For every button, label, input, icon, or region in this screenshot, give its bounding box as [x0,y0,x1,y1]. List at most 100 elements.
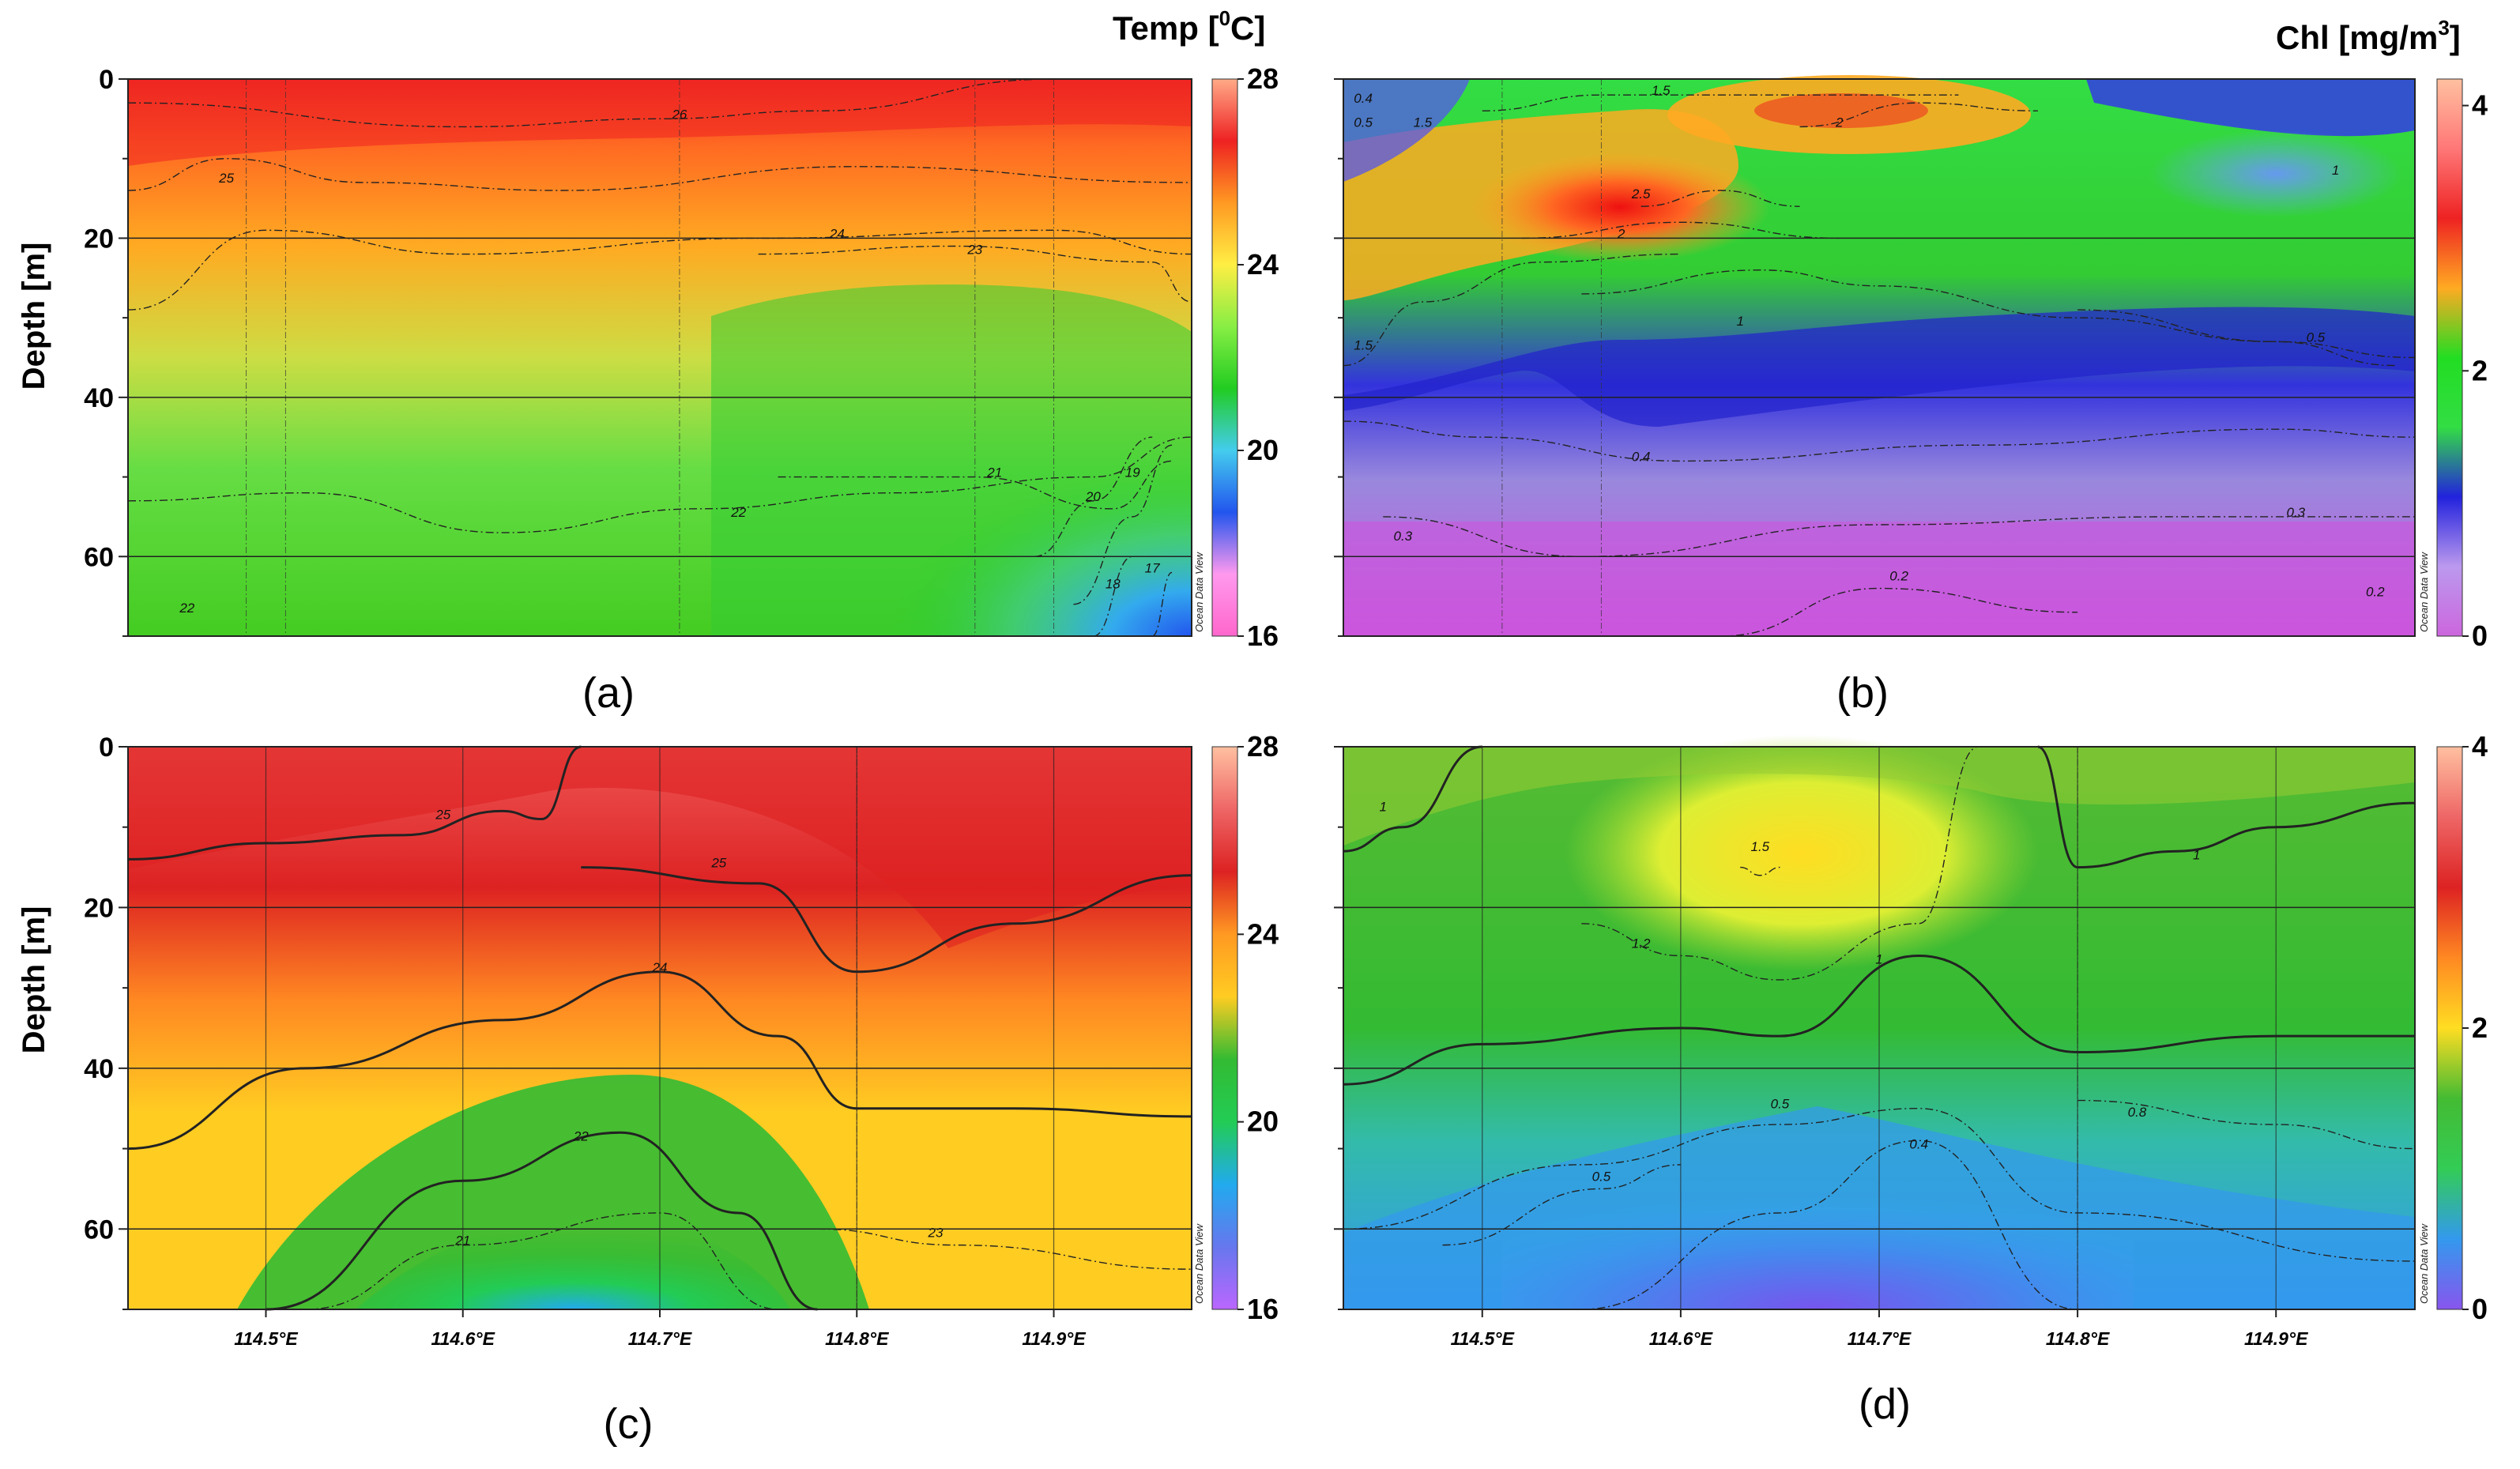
contour-label: 18 [1106,577,1121,592]
panel-a-watermark: Ocean Data View [1193,551,1205,632]
x-tick-label: 114.9°E [1022,1328,1086,1349]
contour-line [2077,1099,2416,1150]
x-tick-label: 114.6°E [431,1328,495,1349]
panel-c-colorbar: 16 20 24 28 [1211,730,1279,1325]
y-tick-label: 0 [99,65,114,95]
contour-label: 0.4 [1354,91,1373,106]
panel-a-colorbar-title: Temp [0C] [1113,6,1265,47]
contour-line [1343,954,2415,1086]
panel-b-violet-corner [1343,79,1470,182]
contour-line [127,436,1192,533]
contour-line [817,1228,1192,1270]
contour-label: 22 [730,505,746,520]
x-tick-label: 114.8°E [2046,1328,2110,1349]
panel-b-blue-region [2086,79,2415,137]
colorbar-tick-label: 0 [2472,620,2488,652]
contour-label: 1.5 [1414,115,1433,130]
panel-b-light-region [2149,130,2402,217]
contour-label: 23 [928,1225,944,1240]
contour-label: 22 [179,601,194,616]
panel-c-colorbar-bar [1211,746,1238,1310]
panel-c-label: (c) [604,1400,654,1448]
contour-label: 1.5 [1751,839,1770,854]
panel-c-blue-core [356,1212,790,1309]
panel-a-colorbar-ticks: 16 20 24 28 [1237,62,1279,652]
x-tick-label: 114.8°E [825,1328,889,1349]
panel-a-warm-region [128,79,1192,166]
contour-line [1740,866,1780,876]
y-tick-label: 40 [84,383,114,413]
contour-label: 2 [1835,115,1844,130]
panel-b-hot-spot [1470,152,1770,262]
contour-label: 0.3 [1394,529,1413,544]
contour-line [1093,556,1133,637]
x-tick-label: 114.5°E [234,1328,298,1349]
contour-line [1343,420,2416,462]
x-tick-label: 114.9°E [2244,1328,2308,1349]
contour-label: 2.5 [1631,186,1651,202]
panel-c-colorbar-ticks: 16 20 24 28 [1237,730,1279,1325]
colorbar-tick-label: 24 [1247,248,1279,281]
x-tick-label: 114.5°E [1451,1328,1515,1349]
contour-label: 20 [1085,489,1101,504]
panel-d-label: (d) [1859,1380,1911,1428]
contour-line [127,158,1192,191]
contour-label: 25 [435,808,450,823]
panel-d-colorbar: 0 2 4 [2436,730,2488,1325]
y-tick-label: 0 [99,733,114,763]
panel-d-xticks: 114.5°E 114.6°E 114.7°E 114.8°E 114.9°E [1451,1309,2308,1349]
panel-b-grid [1343,79,2415,636]
panel-c-yticks: 0 20 40 60 [84,733,128,1310]
panel-a-colorbar-bar [1211,78,1238,637]
contour-label: 17 [1145,560,1160,575]
colorbar-tick-label: 24 [1247,917,1279,950]
panel-a-ylabel: Depth [m] [17,243,51,390]
panel-d-yellow-band [1343,747,2415,846]
panel-c-grid [128,747,1192,1309]
x-tick-label: 114.7°E [628,1328,692,1349]
y-tick-label: 60 [84,542,114,572]
panel-b-frame [1343,78,2416,637]
y-tick-label: 40 [84,1054,114,1084]
contour-label: 1.5 [1354,337,1373,352]
panel-d: 111.51.210.50.80.40.5 Ocean Data View 11… [1334,730,2488,1428]
contour-label: 19 [1125,465,1140,480]
contour-line [1482,94,1959,111]
contour-line [1581,1139,2078,1310]
panel-a-cold-region [790,411,1192,636]
contour-label: 1 [2193,847,2200,862]
contour-label: 1.2 [1632,936,1651,951]
panel-b-colorbar-ticks: 0 2 4 [2462,89,2488,652]
colorbar-tick-label: 20 [1247,1106,1279,1138]
contour-label: 0.5 [1354,115,1373,130]
panel-b-red-top [1754,93,1928,128]
colorbar-tick-label: 2 [2472,1011,2488,1044]
panel-c-y-axis: Depth [m] 0 20 40 60 [17,733,128,1310]
panel-a-label: (a) [582,669,635,717]
contour-line [1521,221,1840,239]
contour-label: 1.5 [1652,83,1671,98]
panel-b-label: (b) [1836,669,1889,717]
contour-label: 0.3 [2287,505,2306,520]
contour-line [1383,516,2415,557]
colorbar-tick-label: 4 [2472,89,2488,122]
panel-b-colorbar: Chl [mg/m3] 0 2 4 [2276,16,2488,652]
contour-line [2077,309,2395,367]
contour-label: 0.5 [1771,1097,1790,1112]
panel-b-colorbar-bar [2436,78,2463,637]
contour-line [127,229,1192,311]
panel-a-colorbar: Temp [0C] 16 20 24 28 [1113,6,1279,652]
panel-c-watermark: Ocean Data View [1193,1222,1205,1304]
contour-label: 0.4 [1632,449,1651,464]
contour-label: 0.5 [2307,330,2326,345]
contour-label: 0.5 [1592,1169,1611,1184]
colorbar-tick-label: 16 [1247,1293,1279,1325]
colorbar-tick-label: 2 [2472,354,2488,386]
panel-a-grid [128,79,1192,636]
contour-line [758,245,1192,303]
contour-label: 23 [966,243,982,258]
panel-c-ylabel: Depth [m] [17,906,51,1054]
